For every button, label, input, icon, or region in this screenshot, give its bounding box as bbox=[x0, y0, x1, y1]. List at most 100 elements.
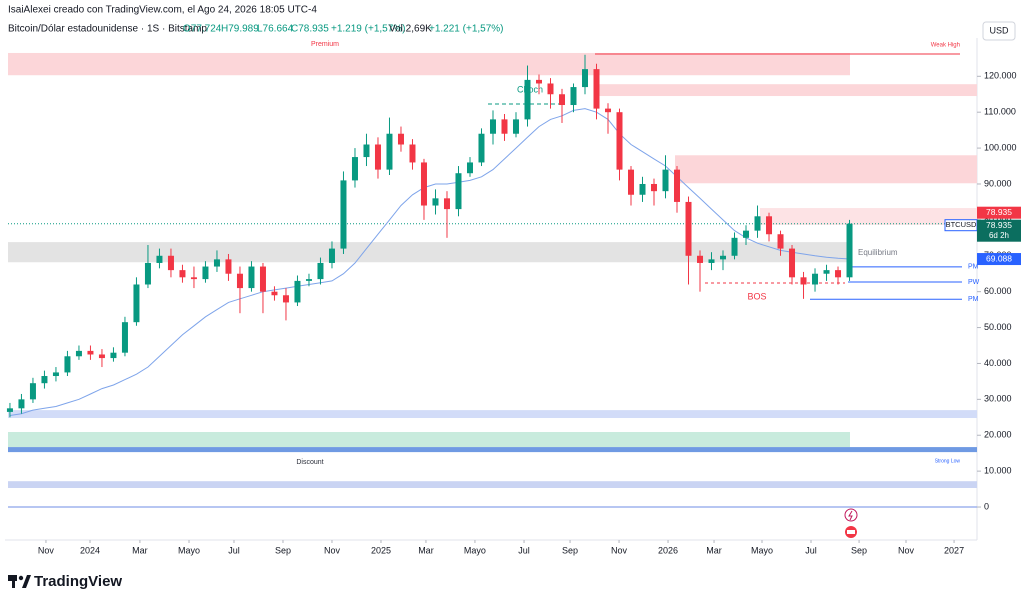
candle-body bbox=[133, 284, 140, 323]
event-glyph bbox=[848, 510, 853, 521]
y-tick-label: 120.000 bbox=[984, 71, 1017, 81]
zone bbox=[8, 447, 977, 453]
annotation: Strong Low bbox=[935, 458, 961, 464]
candle-body bbox=[328, 248, 335, 263]
zone bbox=[595, 84, 977, 97]
candle-body bbox=[420, 162, 427, 206]
y-tick-label: 40.000 bbox=[984, 358, 1012, 368]
ohlc-value: Vol.2,69K bbox=[389, 24, 432, 35]
candle-body bbox=[179, 270, 186, 278]
candle-body bbox=[340, 180, 347, 249]
x-tick-label: Mayo bbox=[464, 545, 486, 555]
y-tick-label: 90.000 bbox=[984, 178, 1012, 188]
candle-body bbox=[236, 273, 243, 289]
candle-body bbox=[6, 408, 13, 412]
candle-body bbox=[835, 270, 842, 278]
event-icon[interactable] bbox=[844, 508, 858, 522]
candle-body bbox=[662, 169, 669, 192]
candle-body bbox=[271, 291, 278, 296]
candle-body bbox=[731, 237, 738, 256]
candle-body bbox=[605, 108, 612, 113]
price-countdown: 6d 2h bbox=[989, 231, 1009, 240]
candle-body bbox=[156, 255, 163, 263]
x-tick-label: 2025 bbox=[371, 545, 391, 555]
y-tick-label: 0 bbox=[984, 501, 989, 511]
candle-body bbox=[248, 266, 255, 289]
x-tick-label: Jul bbox=[805, 545, 817, 555]
candle-body bbox=[202, 266, 209, 280]
candle-body bbox=[225, 259, 232, 274]
candle-body bbox=[121, 322, 128, 353]
candle-body bbox=[466, 162, 473, 174]
annotation: Premium bbox=[311, 41, 339, 48]
logo-text: TradingView bbox=[34, 573, 122, 590]
candle-body bbox=[52, 372, 59, 377]
y-tick-label: 50.000 bbox=[984, 322, 1012, 332]
ohlc-value: L76.664 bbox=[257, 24, 294, 35]
candle-body bbox=[190, 277, 197, 280]
candle-body bbox=[167, 255, 174, 271]
zone bbox=[760, 208, 977, 225]
zone bbox=[8, 52, 850, 76]
candle-body bbox=[363, 144, 370, 158]
ma-tag bbox=[977, 253, 1021, 266]
x-tick-label: Mayo bbox=[751, 545, 773, 555]
level-label: PW bbox=[968, 279, 980, 286]
x-tick-label: 2027 bbox=[944, 545, 964, 555]
level-label: Weak High bbox=[931, 43, 960, 49]
candle-body bbox=[64, 356, 71, 373]
candle-body bbox=[305, 279, 312, 281]
level-label: PM bbox=[968, 296, 979, 303]
currency[interactable]: USD bbox=[989, 25, 1009, 35]
candle-body bbox=[317, 262, 324, 280]
candle-body bbox=[294, 280, 301, 303]
y-tick-label: 80.000 bbox=[984, 214, 1012, 224]
ohlc-value: O77.724 bbox=[183, 24, 222, 35]
candle-body bbox=[512, 119, 519, 134]
y-tick-label: 10.000 bbox=[984, 466, 1012, 476]
candle-body bbox=[743, 230, 750, 238]
candle-body bbox=[18, 399, 25, 409]
candle-body bbox=[651, 183, 658, 192]
candle-body bbox=[616, 112, 623, 170]
ohlc-value: +1.221 (+1,57%) bbox=[429, 24, 504, 35]
x-tick-label: Mayo bbox=[178, 545, 200, 555]
event-glyph bbox=[847, 530, 855, 534]
currency-box[interactable] bbox=[982, 21, 1016, 41]
annotation: Discount bbox=[296, 459, 323, 466]
level-label: BOS bbox=[747, 291, 766, 301]
candle-body bbox=[800, 277, 807, 285]
y-tick-label: 100.000 bbox=[984, 142, 1017, 152]
candle-body bbox=[846, 223, 853, 278]
y-tick-label: 60.000 bbox=[984, 286, 1012, 296]
annotation: Equilibrium bbox=[858, 248, 898, 257]
candle-body bbox=[501, 119, 508, 134]
candle-body bbox=[259, 266, 266, 292]
candle-body bbox=[524, 79, 531, 120]
y-tick-label: 20.000 bbox=[984, 430, 1012, 440]
candle-body bbox=[144, 262, 151, 285]
candle-body bbox=[432, 198, 439, 206]
event-icons bbox=[844, 508, 858, 538]
logo: TradingView bbox=[8, 573, 122, 590]
candle-body bbox=[812, 273, 819, 285]
candle-body bbox=[697, 255, 704, 263]
logo-mark bbox=[22, 575, 31, 588]
x-tick-label: Sep bbox=[275, 545, 291, 555]
candle-body bbox=[547, 83, 554, 95]
y-tick-label: 110.000 bbox=[984, 107, 1016, 117]
zone bbox=[8, 242, 850, 263]
ohlc-value: +1.219 (+1,57%) bbox=[331, 24, 406, 35]
candle-body bbox=[41, 376, 48, 384]
candle-body bbox=[443, 198, 450, 210]
logo-mark bbox=[12, 575, 15, 588]
ohlc-value: H79.989 bbox=[221, 24, 259, 35]
candle-body bbox=[386, 133, 393, 170]
candle-body bbox=[478, 133, 485, 163]
x-tick-label: Nov bbox=[38, 545, 55, 555]
ohlc-value: C78.935 bbox=[291, 24, 329, 35]
candle-body bbox=[374, 144, 381, 170]
x-tick-label: Nov bbox=[324, 545, 341, 555]
candle-body bbox=[639, 183, 646, 195]
